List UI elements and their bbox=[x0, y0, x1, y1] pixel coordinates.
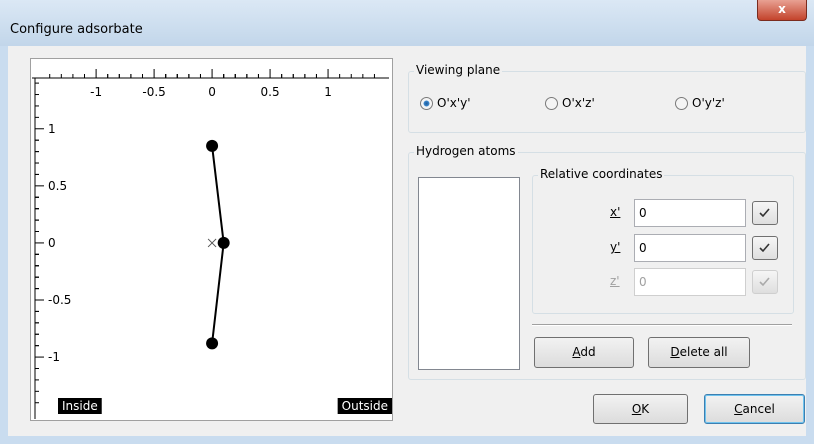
atom bbox=[217, 236, 230, 249]
coordinate-label: x' bbox=[610, 205, 621, 219]
group-title: Relative coordinates bbox=[538, 167, 665, 181]
y-tick-label: 0 bbox=[48, 236, 56, 250]
radio-button[interactable] bbox=[675, 97, 688, 110]
region-label: Inside bbox=[58, 398, 102, 414]
viewing-plane-group bbox=[408, 71, 806, 133]
region-label-text: Inside bbox=[62, 399, 98, 413]
y-tick-label: -0.5 bbox=[48, 293, 71, 307]
y-tick-label: -1 bbox=[48, 350, 60, 364]
separator bbox=[532, 324, 792, 326]
coordinate-field[interactable]: 0 bbox=[634, 234, 746, 262]
radio-label: O'x'y' bbox=[437, 96, 471, 110]
add-button[interactable]: Add bbox=[534, 337, 634, 368]
radio-label: O'x'z' bbox=[562, 96, 595, 110]
close-button[interactable]: x bbox=[757, 0, 807, 21]
x-tick-label: 0 bbox=[208, 85, 216, 99]
x-tick-label: 1 bbox=[324, 85, 332, 99]
radio-button[interactable] bbox=[420, 97, 433, 110]
atom bbox=[206, 139, 219, 152]
title-bar bbox=[0, 0, 814, 46]
x-tick-label: 0.5 bbox=[261, 85, 280, 99]
coordinate-label: z' bbox=[610, 274, 620, 288]
apply-button[interactable] bbox=[752, 201, 778, 225]
x-tick-label: -0.5 bbox=[142, 85, 165, 99]
plot: -1 -0.5 0 0.5 1 1 0.5 0 -0.5 -1 Inside Outside bbox=[30, 58, 393, 421]
check-icon bbox=[759, 277, 770, 287]
check-icon bbox=[759, 243, 770, 253]
y-tick-label: 0.5 bbox=[48, 179, 67, 193]
group-title: Viewing plane bbox=[414, 63, 503, 77]
button-label: Delete all bbox=[670, 345, 728, 359]
group-title: Hydrogen atoms bbox=[414, 144, 518, 158]
region-label: Outside bbox=[337, 398, 392, 414]
button-label: OK bbox=[631, 402, 650, 416]
label-background bbox=[58, 398, 102, 414]
button-label: Add bbox=[572, 345, 596, 359]
coordinate-field: 0 bbox=[634, 268, 746, 296]
ok-button[interactable]: OK bbox=[593, 394, 688, 424]
radio-button[interactable] bbox=[545, 97, 558, 110]
atom bbox=[206, 337, 219, 350]
radio-label: O'y'z' bbox=[692, 96, 725, 110]
delete-all-button[interactable]: Delete all bbox=[648, 337, 750, 368]
coordinate-field[interactable]: 0 bbox=[634, 199, 746, 227]
cancel-button[interactable]: Cancel bbox=[704, 394, 805, 424]
apply-button[interactable] bbox=[752, 236, 778, 260]
apply-button bbox=[752, 270, 778, 294]
x-tick-label: -1 bbox=[90, 85, 102, 99]
label-background bbox=[337, 398, 392, 414]
y-tick-label: 1 bbox=[48, 122, 56, 136]
region-label-text: Outside bbox=[342, 399, 388, 413]
window-title: Configure adsorbate bbox=[10, 22, 143, 37]
coordinate-label: y' bbox=[610, 240, 621, 254]
hydrogen-atoms-group bbox=[408, 152, 806, 380]
button-label: Cancel bbox=[734, 402, 775, 416]
origin-cross bbox=[207, 238, 217, 248]
atom-list[interactable] bbox=[418, 177, 520, 370]
check-icon bbox=[759, 208, 770, 218]
plot-frame bbox=[30, 58, 393, 421]
